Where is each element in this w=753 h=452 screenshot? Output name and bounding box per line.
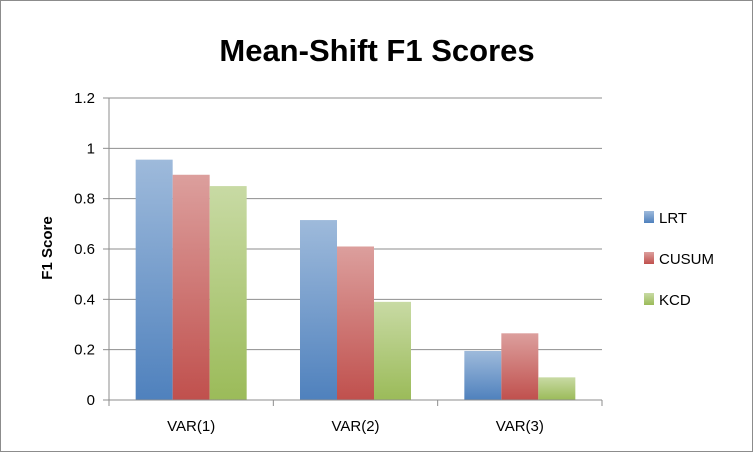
- bar-cusum-1: [172, 174, 210, 400]
- bar-kcd-1: [209, 186, 247, 400]
- bars: [135, 159, 576, 400]
- legend: LRT CUSUM KCD: [644, 210, 714, 309]
- legend-swatch-cusum: [644, 252, 654, 264]
- legend-label-cusum: CUSUM: [659, 251, 714, 268]
- legend-swatch-kcd: [644, 293, 654, 305]
- bar-kcd-2: [374, 301, 411, 400]
- y-tick-label: 0.2: [74, 342, 95, 359]
- axes: 0 0.2 0.4 0.6 0.8 1 1.2 VAR(1) VAR(2) VAR(3): [74, 90, 603, 435]
- bar-lrt-2: [300, 220, 337, 400]
- y-tick-label: 1.2: [74, 90, 95, 107]
- y-tick-label: 0: [87, 392, 95, 409]
- x-tick-label: VAR(3): [496, 418, 544, 435]
- y-tick-label: 0.8: [74, 191, 95, 208]
- chart-title: Mean-Shift F1 Scores: [219, 33, 534, 68]
- x-tick-label: VAR(1): [167, 418, 215, 435]
- x-tick-label: VAR(2): [331, 418, 379, 435]
- legend-swatch-lrt: [644, 211, 654, 223]
- bar-cusum-3: [501, 333, 539, 400]
- y-tick-label: 0.4: [74, 291, 95, 308]
- bar-lrt-3: [464, 350, 502, 400]
- y-axis-label: F1 Score: [39, 216, 56, 279]
- bar-lrt-1: [135, 159, 173, 400]
- y-tick-label: 0.6: [74, 241, 95, 258]
- bar-kcd-3: [538, 377, 576, 400]
- y-tick-label: 1: [87, 140, 95, 157]
- bar-cusum-2: [337, 246, 374, 400]
- legend-label-kcd: KCD: [659, 292, 691, 309]
- legend-label-lrt: LRT: [659, 210, 687, 227]
